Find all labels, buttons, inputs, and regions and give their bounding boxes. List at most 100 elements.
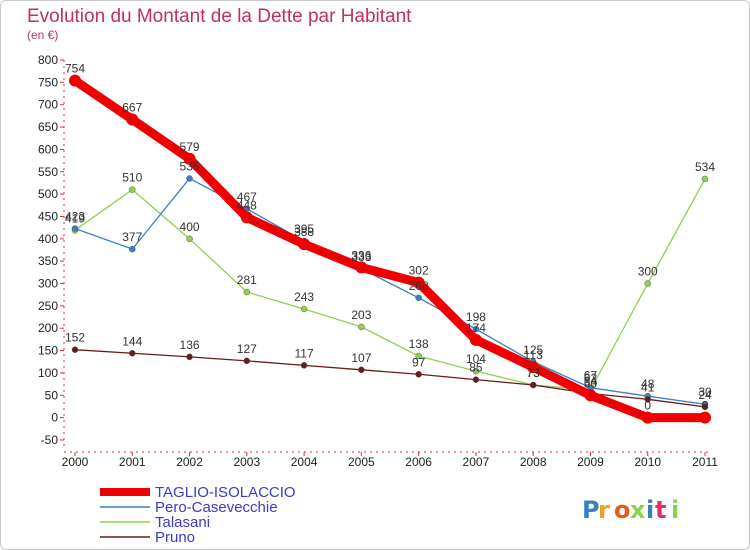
data-label: 419 xyxy=(65,211,85,225)
data-point xyxy=(300,305,308,313)
y-tick-label: 750 xyxy=(38,75,58,89)
data-point xyxy=(186,235,193,243)
data-point xyxy=(71,225,79,232)
data-label: 198 xyxy=(466,310,486,324)
data-point xyxy=(243,288,251,296)
logo-letter: o xyxy=(614,496,631,524)
data-label: 377 xyxy=(122,230,142,244)
x-tick-label: 2007 xyxy=(463,455,490,469)
y-tick-label: 250 xyxy=(38,299,58,313)
data-label: 144 xyxy=(122,334,142,348)
data-label: 0 xyxy=(644,399,651,413)
data-label: 281 xyxy=(237,273,257,287)
data-label: 302 xyxy=(409,264,429,278)
data-point xyxy=(644,280,651,287)
data-label: 54 xyxy=(584,375,598,389)
logo-letter: r xyxy=(598,496,610,524)
x-tick-label: 2009 xyxy=(577,455,604,469)
data-label: 127 xyxy=(237,342,257,356)
data-point xyxy=(584,389,597,402)
data-label: 336 xyxy=(351,248,371,262)
data-point xyxy=(129,245,136,253)
data-label: 67 xyxy=(584,369,598,383)
data-point xyxy=(472,325,480,333)
series-layer xyxy=(69,74,711,424)
x-tick-label: 2001 xyxy=(119,455,146,469)
data-point xyxy=(472,376,480,383)
data-label: 535 xyxy=(180,159,200,173)
y-tick-label: 300 xyxy=(38,277,58,291)
data-label: 333 xyxy=(351,250,371,264)
series-line-1 xyxy=(74,178,706,391)
data-point xyxy=(71,346,79,353)
y-tick-label: 600 xyxy=(38,142,58,156)
series-line-0 xyxy=(74,177,706,405)
y-tick-label: 400 xyxy=(38,232,58,246)
data-point xyxy=(129,186,136,193)
x-tick-label: 2004 xyxy=(291,455,318,469)
data-label: 423 xyxy=(65,210,85,224)
data-point xyxy=(701,175,709,183)
y-tick-label: 650 xyxy=(38,120,58,134)
data-label: 300 xyxy=(638,265,658,279)
data-point xyxy=(186,175,193,182)
logo-letter: x xyxy=(630,496,646,524)
data-label: 174 xyxy=(466,321,486,335)
y-tick-label: 200 xyxy=(38,321,58,335)
x-tick-label: 2010 xyxy=(634,455,661,469)
data-label: 73 xyxy=(527,366,541,380)
data-label: 268 xyxy=(409,279,429,293)
x-tick-label: 2006 xyxy=(405,455,432,469)
logo-letter: i xyxy=(646,496,654,524)
data-label: 48 xyxy=(641,377,655,391)
data-label: 467 xyxy=(237,190,257,204)
data-label: 30 xyxy=(698,385,712,399)
data-point xyxy=(358,323,365,331)
data-point xyxy=(126,113,139,126)
data-label: 534 xyxy=(695,160,715,174)
legend: TAGLIO-ISOLACCIOPero-CasevecchieTalasani… xyxy=(100,484,296,546)
data-point xyxy=(527,361,540,374)
data-label: 97 xyxy=(412,355,426,369)
data-point xyxy=(183,152,196,165)
data-point xyxy=(240,211,253,224)
legend-label: Pero-Casevecchie xyxy=(155,499,278,516)
data-label: 152 xyxy=(65,331,85,345)
data-point xyxy=(412,276,425,289)
y-tick-label: 450 xyxy=(38,209,58,223)
data-point xyxy=(469,333,482,346)
data-point xyxy=(129,350,136,357)
data-label: 117 xyxy=(295,346,314,360)
legend-label: Pruno xyxy=(155,529,195,546)
chart-subtitle: (en €) xyxy=(27,28,58,42)
data-point xyxy=(641,411,654,424)
data-label: 754 xyxy=(65,62,85,76)
data-point xyxy=(355,261,368,274)
data-point xyxy=(243,357,251,365)
y-tick-label: 550 xyxy=(38,165,58,179)
data-label: 395 xyxy=(294,222,314,236)
data-label: 579 xyxy=(180,140,200,154)
logo-letter: t xyxy=(655,496,666,524)
data-label: 62 xyxy=(584,371,598,385)
data-label: 73 xyxy=(527,366,541,380)
x-tick-label: 2005 xyxy=(348,455,375,469)
x-tick-label: 2002 xyxy=(176,455,203,469)
data-point xyxy=(415,294,422,302)
data-label: 448 xyxy=(237,198,257,212)
data-point xyxy=(701,403,709,411)
y-tick-label: 50 xyxy=(45,388,59,402)
data-label: 243 xyxy=(294,290,314,304)
data-point xyxy=(415,371,422,378)
data-label: 138 xyxy=(409,337,429,351)
x-tick-label: 2000 xyxy=(62,455,89,469)
y-tick-label: 100 xyxy=(38,366,58,380)
data-point xyxy=(69,74,81,87)
data-label: 125 xyxy=(523,343,543,357)
data-label: 388 xyxy=(294,225,314,239)
data-point xyxy=(472,367,480,375)
y-tick-label: 150 xyxy=(38,344,58,358)
data-label: 400 xyxy=(180,220,200,234)
data-point xyxy=(358,366,365,374)
